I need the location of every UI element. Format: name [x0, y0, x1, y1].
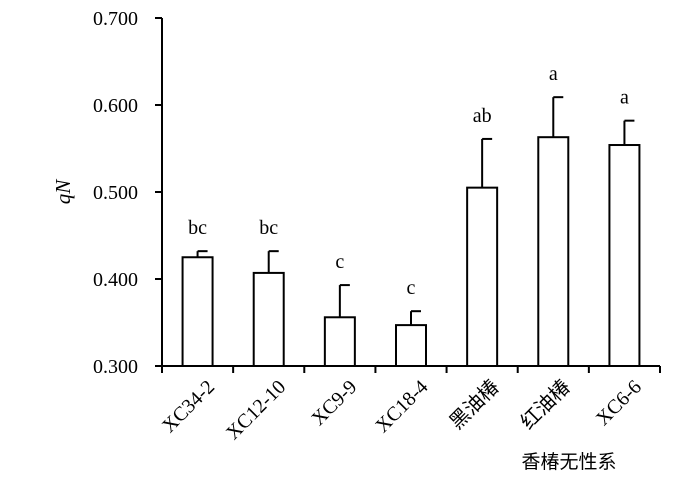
- x-ticks: [161, 366, 661, 373]
- y-tick-label: 0.600: [93, 95, 138, 117]
- category-label: XC6-6: [592, 376, 646, 430]
- bar: [252, 271, 285, 367]
- significance-label: c: [407, 277, 416, 299]
- significance-label: c: [335, 251, 344, 273]
- bars: [181, 136, 641, 367]
- y-tick-label: 0.400: [93, 269, 138, 291]
- significance-label: bc: [188, 217, 207, 239]
- y-tick-label: 0.300: [93, 356, 138, 378]
- y-tick-label: 0.700: [93, 8, 138, 30]
- category-label: XC18-4: [371, 376, 432, 437]
- bar: [181, 256, 214, 367]
- category-label: XC34-2: [158, 376, 219, 437]
- significance-label: bc: [259, 217, 278, 239]
- error-bars: [196, 96, 635, 326]
- significance-label: a: [549, 63, 558, 85]
- category-label: XC12-10: [222, 376, 290, 444]
- y-axis-title: qN: [51, 179, 75, 205]
- significance-labels: bc bc c c ab a a: [188, 63, 629, 299]
- bar: [323, 316, 356, 367]
- category-label: 红油椿: [516, 375, 575, 434]
- x-axis-title: 香椿无性系: [521, 451, 616, 473]
- bar: [608, 144, 641, 367]
- bar: [395, 324, 427, 367]
- category-labels: XC34-2 XC12-10 XC9-9 XC18-4 黑油椿 红油椿 XC6-6: [158, 375, 646, 444]
- category-label: XC9-9: [307, 376, 361, 430]
- bar: [466, 186, 499, 367]
- significance-label: ab: [473, 105, 492, 127]
- category-label: 黑油椿: [445, 375, 504, 434]
- bar: [537, 136, 570, 367]
- y-ticks: 0.300 0.400 0.500 0.600 0.700: [93, 8, 162, 378]
- significance-label: a: [620, 87, 629, 109]
- y-tick-label: 0.500: [93, 182, 138, 204]
